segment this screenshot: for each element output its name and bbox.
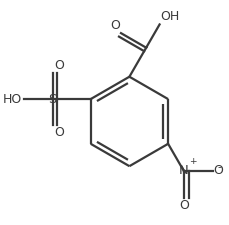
Text: O: O bbox=[213, 164, 223, 178]
Text: OH: OH bbox=[161, 10, 180, 23]
Text: O: O bbox=[179, 199, 189, 212]
Text: +: + bbox=[189, 157, 196, 166]
Text: O: O bbox=[110, 19, 120, 32]
Text: HO: HO bbox=[3, 92, 22, 106]
Text: S: S bbox=[49, 92, 57, 106]
Text: N: N bbox=[179, 164, 189, 178]
Text: -: - bbox=[218, 162, 222, 172]
Text: O: O bbox=[54, 126, 64, 139]
Text: O: O bbox=[54, 59, 64, 72]
